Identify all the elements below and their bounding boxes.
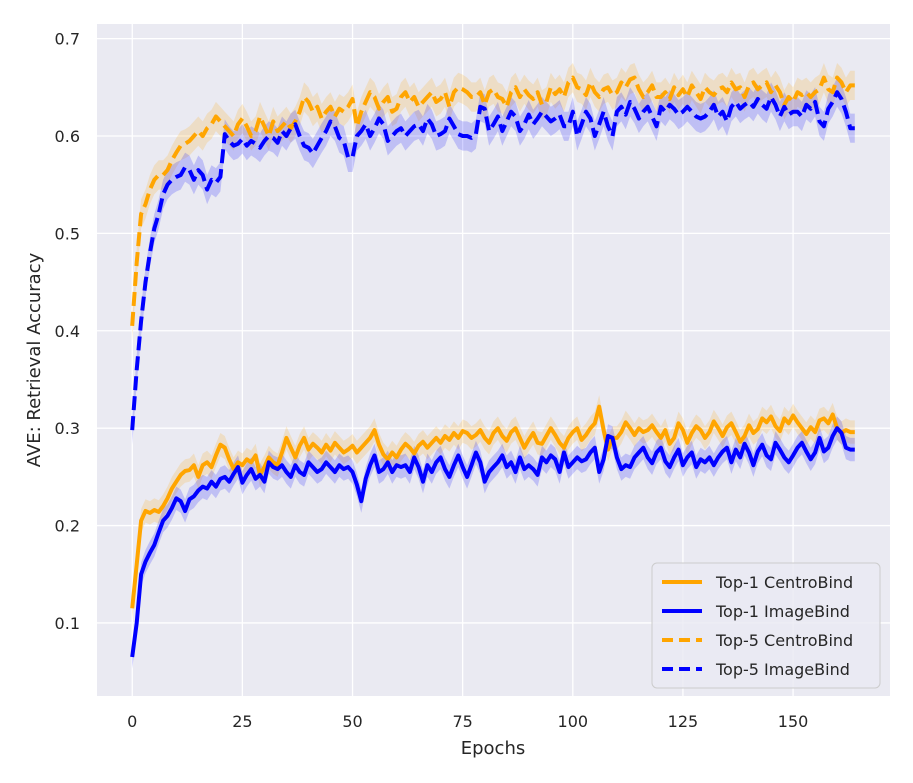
series-line — [130, 90, 855, 431]
legend: Top-1 CentroBind Top-1 ImageBind Top-5 Cen… — [651, 562, 881, 689]
series-lines — [130, 75, 855, 658]
series-line — [130, 75, 855, 327]
legend-label: Top-5 CentroBind — [715, 631, 853, 650]
legend-label: Top-5 ImageBind — [715, 660, 850, 679]
series-line — [130, 404, 855, 609]
x-tick-label: 150 — [778, 712, 809, 731]
confidence-band — [132, 395, 855, 620]
y-tick-label: 0.1 — [55, 614, 80, 633]
y-tick-label: 0.4 — [55, 322, 80, 341]
y-tick-labels: 0.1 0.2 0.3 0.4 0.5 0.6 0.7 — [55, 30, 80, 633]
x-tick-label: 75 — [452, 712, 472, 731]
y-tick-label: 0.7 — [55, 30, 80, 49]
series-line — [130, 426, 855, 658]
x-tick-label: 0 — [127, 712, 137, 731]
confidence-band — [132, 63, 855, 341]
x-tick-label: 25 — [232, 712, 252, 731]
y-axis-label: AVE: Retrieval Accuracy — [24, 252, 45, 467]
legend-label: Top-1 CentroBind — [715, 573, 853, 592]
x-tick-label: 100 — [558, 712, 589, 731]
y-tick-label: 0.6 — [55, 127, 80, 146]
x-tick-labels: 0 25 50 75 100 125 150 — [127, 712, 808, 731]
y-tick-label: 0.5 — [55, 224, 80, 243]
y-tick-label: 0.3 — [55, 419, 80, 438]
x-tick-label: 125 — [668, 712, 699, 731]
legend-box — [651, 562, 881, 689]
y-tick-label: 0.2 — [55, 517, 80, 536]
x-axis-label: Epochs — [461, 738, 526, 759]
x-tick-label: 50 — [342, 712, 362, 731]
legend-label: Top-1 ImageBind — [715, 602, 850, 621]
